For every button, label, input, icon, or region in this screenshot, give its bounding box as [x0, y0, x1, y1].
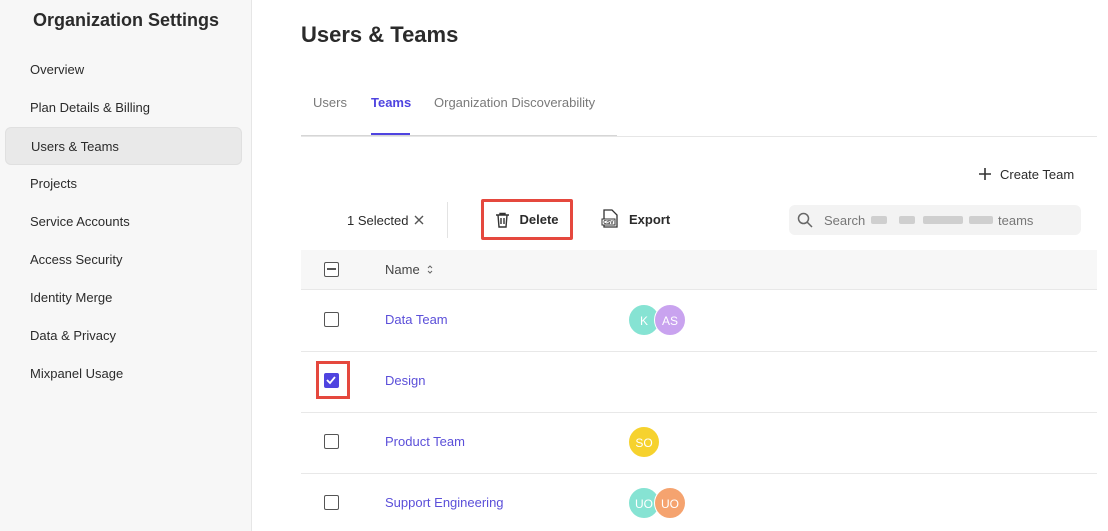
row-checkbox[interactable] — [324, 312, 339, 327]
redacted — [923, 216, 963, 224]
sidebar-title: Organization Settings — [32, 10, 219, 30]
create-team-label: Create Team — [1000, 166, 1075, 182]
table-row: Data Team K AS — [301, 290, 1097, 352]
member-avatar: UO — [654, 487, 686, 519]
tab-divider — [301, 136, 1097, 137]
table-header: Name — [301, 250, 1097, 290]
csv-icon: CSV — [601, 209, 618, 228]
selected-label: 1 Selected — [347, 212, 409, 228]
nav-item[interactable]: Projects — [30, 176, 77, 191]
nav-item[interactable]: Service Accounts — [30, 214, 130, 229]
tab-underline — [371, 133, 410, 135]
export-label: Export — [629, 211, 671, 227]
member-avatar: UO — [628, 487, 660, 519]
clear-selection[interactable] — [414, 215, 424, 225]
selection-count: 1 Selected — [347, 211, 424, 229]
page-title: Users & Teams — [301, 22, 459, 47]
nav-item[interactable]: Identity Merge — [30, 290, 113, 305]
export-button[interactable]: CSV Export — [601, 209, 670, 229]
table-row: Product Team SO — [301, 412, 1097, 474]
toolbar-separator — [447, 202, 448, 238]
member-avatar: K — [628, 304, 660, 336]
create-team-button[interactable]: Create Team — [978, 164, 1074, 184]
redacted — [871, 216, 887, 224]
tab[interactable]: Teams — [371, 95, 412, 110]
name-column-header[interactable]: Name — [385, 262, 420, 277]
redacted — [899, 216, 915, 224]
plus-icon — [979, 168, 991, 180]
search-input[interactable]: Search teams — [789, 205, 1081, 235]
team-name[interactable]: Data Team — [385, 312, 448, 327]
sidebar: Organization Settings Overview Plan Detai… — [0, 0, 252, 531]
svg-text:CSV: CSV — [603, 220, 614, 226]
tab[interactable]: Users — [313, 95, 347, 110]
team-name[interactable]: Product Team — [385, 434, 465, 449]
member-avatar: SO — [628, 426, 660, 458]
nav-item[interactable]: Data & Privacy — [30, 328, 116, 343]
nav-item[interactable]: Users & Teams — [5, 127, 242, 165]
redacted — [969, 216, 993, 224]
row-checkbox[interactable] — [324, 434, 339, 449]
table-row: Support Engineering UO UO — [301, 473, 1097, 531]
search-suffix: teams — [998, 213, 1034, 228]
nav-item[interactable]: Access Security — [30, 252, 123, 267]
delete-button[interactable]: Delete — [481, 199, 573, 240]
row-checkbox[interactable] — [324, 373, 339, 388]
team-name[interactable]: Support Engineering — [385, 495, 504, 510]
member-avatar: AS — [654, 304, 686, 336]
highlight-box — [316, 361, 350, 399]
row-checkbox[interactable] — [324, 495, 339, 510]
nav-item[interactable]: Overview — [30, 62, 85, 77]
nav-item[interactable]: Plan Details & Billing — [30, 100, 150, 115]
search-prefix: Search — [824, 213, 866, 228]
trash-icon — [496, 212, 510, 228]
nav-item[interactable]: Mixpanel Usage — [30, 366, 124, 381]
tab-divider — [301, 135, 617, 136]
delete-label: Delete — [519, 212, 559, 227]
check-mark — [326, 376, 336, 385]
select-all-checkbox[interactable] — [324, 262, 339, 277]
tab[interactable]: Organization Discoverability — [434, 95, 596, 110]
search-icon — [797, 212, 813, 228]
sort-icon — [427, 265, 433, 274]
team-name[interactable]: Design — [385, 373, 426, 388]
table-row: Design — [301, 351, 1097, 413]
